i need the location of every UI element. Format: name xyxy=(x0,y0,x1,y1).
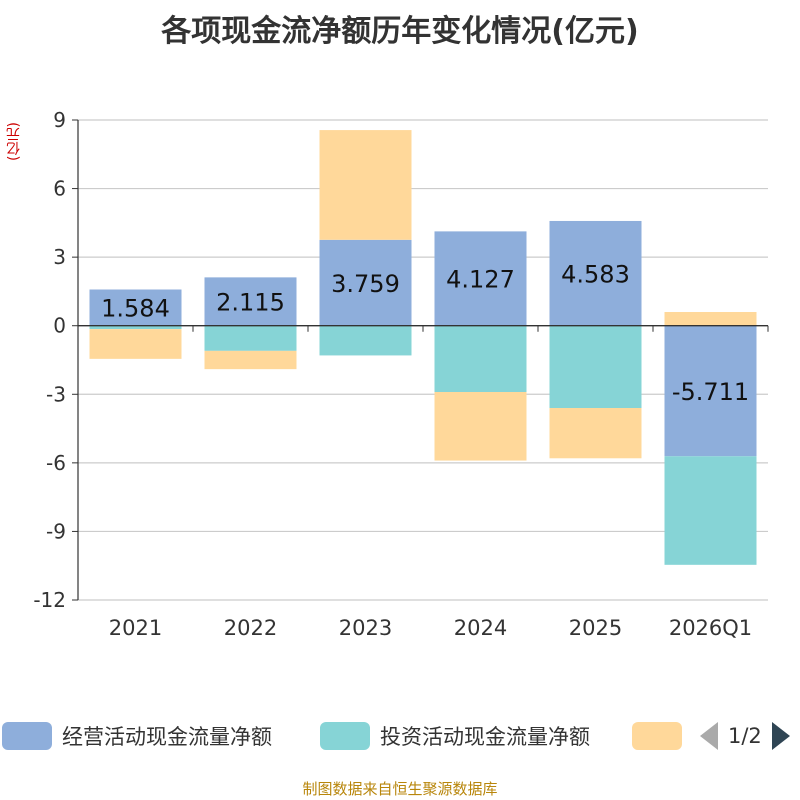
y-tick-label: 6 xyxy=(53,177,66,201)
bar-operating xyxy=(319,239,412,326)
data-label: 4.127 xyxy=(446,266,515,294)
legend-swatch-financing xyxy=(632,722,682,750)
bar-investing xyxy=(549,325,642,408)
data-label: 1.584 xyxy=(101,295,170,323)
y-tick-label: 3 xyxy=(53,245,66,269)
legend-item-operating[interactable]: 经营活动现金流量净额 xyxy=(2,720,272,752)
x-tick-label: 2024 xyxy=(454,616,507,640)
bar-investing xyxy=(434,325,527,392)
y-tick-label: -9 xyxy=(46,519,66,543)
data-source-note: 制图数据来自恒生聚源数据库 xyxy=(302,780,498,798)
y-tick-label: -3 xyxy=(46,382,66,406)
y-tick-label: 9 xyxy=(53,108,66,132)
x-tick-label: 2021 xyxy=(109,616,162,640)
legend-prev-page-icon[interactable] xyxy=(700,722,718,750)
legend-item-financing[interactable] xyxy=(632,720,682,752)
bar-financing xyxy=(434,392,527,461)
legend-pager: 1/2 xyxy=(700,720,790,752)
legend-swatch-operating xyxy=(2,722,52,750)
data-label: 3.759 xyxy=(331,270,400,298)
legend-swatch-investing xyxy=(320,722,370,750)
legend-label-investing: 投资活动现金流量净额 xyxy=(380,725,590,749)
y-tick-label: -12 xyxy=(33,588,66,612)
legend-item-investing[interactable]: 投资活动现金流量净额 xyxy=(320,720,590,752)
x-tick-label: 2022 xyxy=(224,616,277,640)
bar-operating xyxy=(434,231,527,326)
bar-operating xyxy=(204,277,297,326)
bar-financing xyxy=(549,408,642,459)
data-label: 2.115 xyxy=(216,289,285,317)
bar-operating xyxy=(549,220,642,326)
legend-next-page-icon[interactable] xyxy=(771,722,790,750)
chart-plot: 9 6 3 0 -3 -6 -9 -12 1.584 2021 2.115 2022 3.759 2023… xyxy=(33,108,769,640)
x-tick-label: 2026Q1 xyxy=(669,616,752,640)
chart-title: 各项现金流净额历年变化情况(亿元) xyxy=(161,14,639,49)
x-tick-label: 2025 xyxy=(569,616,622,640)
chart-legend: 经营活动现金流量净额 投资活动现金流量净额 1/2 xyxy=(0,716,800,756)
bar-financing xyxy=(664,312,757,326)
bar-investing xyxy=(89,325,182,330)
bar-financing xyxy=(319,130,412,240)
bar-operating xyxy=(89,289,182,326)
legend-page-indicator: 1/2 xyxy=(728,724,762,748)
bar-operating xyxy=(664,325,757,457)
bar-financing xyxy=(204,350,297,370)
x-tick-label: 2023 xyxy=(339,616,392,640)
bar-investing xyxy=(319,325,412,356)
bar-financing xyxy=(89,329,182,359)
data-label: -5.711 xyxy=(672,378,749,406)
bar-investing xyxy=(664,456,757,565)
legend-label-operating: 经营活动现金流量净额 xyxy=(62,725,272,749)
y-tick-label: 0 xyxy=(53,314,66,338)
bar-investing xyxy=(204,325,297,351)
data-label: 4.583 xyxy=(561,260,630,288)
y-tick-label: -6 xyxy=(46,451,66,475)
